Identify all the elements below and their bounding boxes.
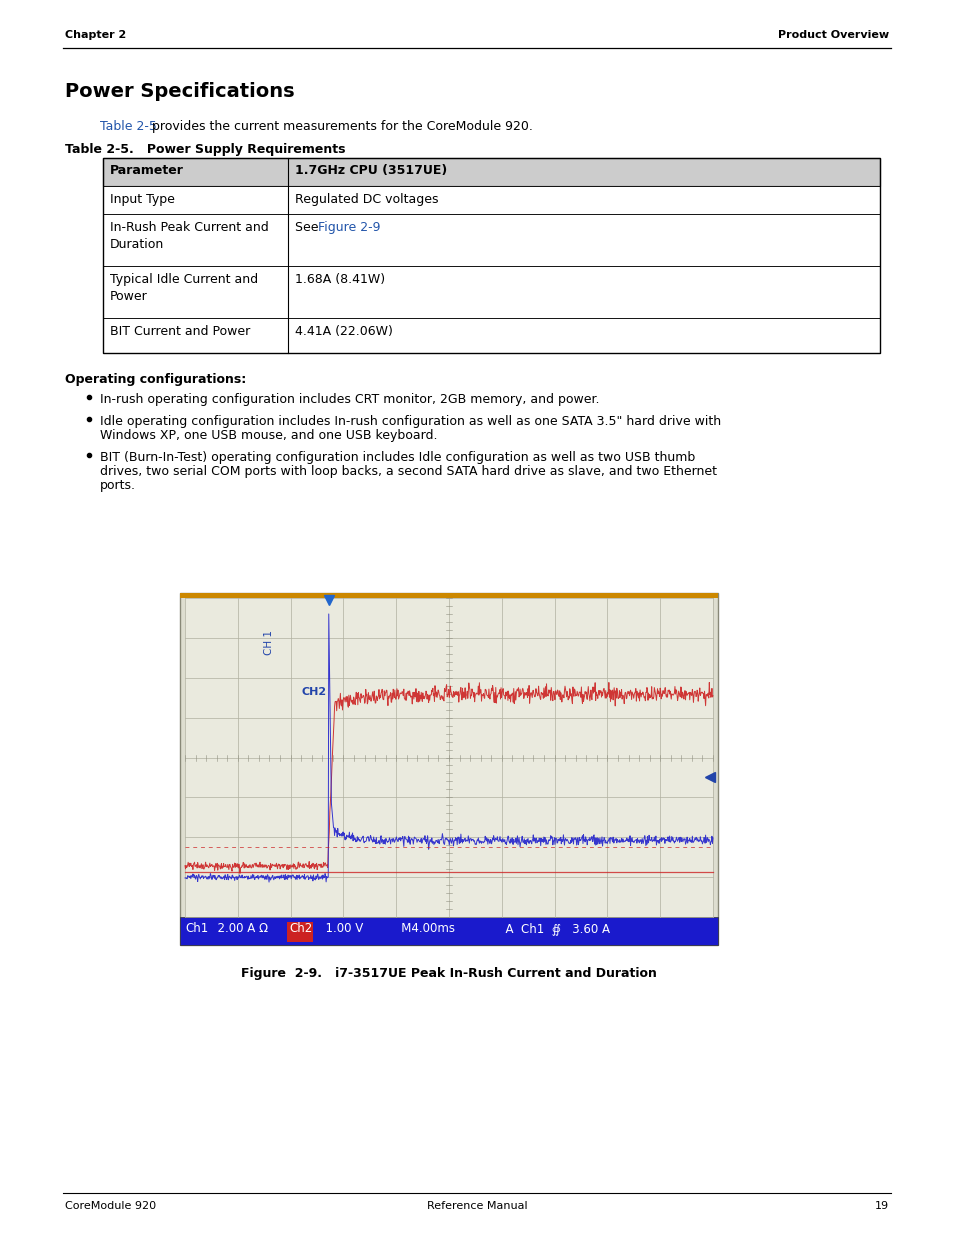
Text: CoreModule 920: CoreModule 920: [65, 1200, 156, 1212]
Bar: [103, 158, 879, 353]
Bar: [103, 158, 879, 186]
Text: Reference Manual: Reference Manual: [426, 1200, 527, 1212]
Text: Regulated DC voltages: Regulated DC voltages: [294, 193, 438, 206]
Text: Chapter 2: Chapter 2: [65, 30, 126, 40]
Text: Typical Idle Current and
Power: Typical Idle Current and Power: [110, 273, 258, 303]
Text: Operating configurations:: Operating configurations:: [65, 373, 246, 387]
Text: Figure 2-9: Figure 2-9: [317, 221, 380, 233]
Bar: [103, 266, 879, 317]
Bar: [103, 214, 879, 266]
Text: ports.: ports.: [100, 479, 136, 492]
Text: Product Overview: Product Overview: [777, 30, 888, 40]
Text: Idle operating configuration includes In-rush configuration as well as one SATA : Idle operating configuration includes In…: [100, 415, 720, 429]
Text: provides the current measurements for the CoreModule 920.: provides the current measurements for th…: [148, 120, 533, 133]
Text: Table 2-5.   Power Supply Requirements: Table 2-5. Power Supply Requirements: [65, 143, 345, 156]
Text: BIT (Burn-In-Test) operating configuration includes Idle configuration as well a: BIT (Burn-In-Test) operating configurati…: [100, 451, 695, 464]
Text: 1.7GHz CPU (3517UE): 1.7GHz CPU (3517UE): [294, 164, 447, 177]
Text: In-rush operating configuration includes CRT monitor, 2GB memory, and power.: In-rush operating configuration includes…: [100, 393, 598, 406]
Bar: [180, 593, 718, 598]
Text: Power Specifications: Power Specifications: [65, 82, 294, 101]
Text: In-Rush Peak Current and
Duration: In-Rush Peak Current and Duration: [110, 221, 269, 251]
Text: Ch1: Ch1: [185, 923, 208, 935]
Bar: [185, 598, 712, 918]
Text: 2.00 A Ω: 2.00 A Ω: [210, 923, 268, 935]
Bar: [287, 923, 313, 942]
Text: A  Ch1  ∯   3.60 A: A Ch1 ∯ 3.60 A: [497, 923, 609, 935]
Text: Input Type: Input Type: [110, 193, 174, 206]
Text: CH2: CH2: [301, 688, 326, 698]
Bar: [180, 593, 718, 945]
Text: Figure  2-9.   i7-3517UE Peak In-Rush Current and Duration: Figure 2-9. i7-3517UE Peak In-Rush Curre…: [241, 967, 657, 981]
Bar: [103, 317, 879, 353]
Bar: [180, 918, 718, 945]
Text: 4.41A (22.06W): 4.41A (22.06W): [294, 325, 393, 338]
Text: 1.00 V: 1.00 V: [317, 923, 363, 935]
Text: Windows XP, one USB mouse, and one USB keyboard.: Windows XP, one USB mouse, and one USB k…: [100, 429, 437, 442]
Text: BIT Current and Power: BIT Current and Power: [110, 325, 250, 338]
Text: 1.68A (8.41W): 1.68A (8.41W): [294, 273, 385, 287]
Text: drives, two serial COM ports with loop backs, a second SATA hard drive as slave,: drives, two serial COM ports with loop b…: [100, 466, 717, 478]
Text: CH 1: CH 1: [264, 630, 274, 656]
Text: Table 2-5: Table 2-5: [100, 120, 156, 133]
Text: See: See: [294, 221, 322, 233]
Text: Parameter: Parameter: [110, 164, 184, 177]
Text: Ch2: Ch2: [289, 923, 312, 935]
Text: M4.00ms: M4.00ms: [390, 923, 455, 935]
Text: 19: 19: [874, 1200, 888, 1212]
Bar: [103, 186, 879, 214]
